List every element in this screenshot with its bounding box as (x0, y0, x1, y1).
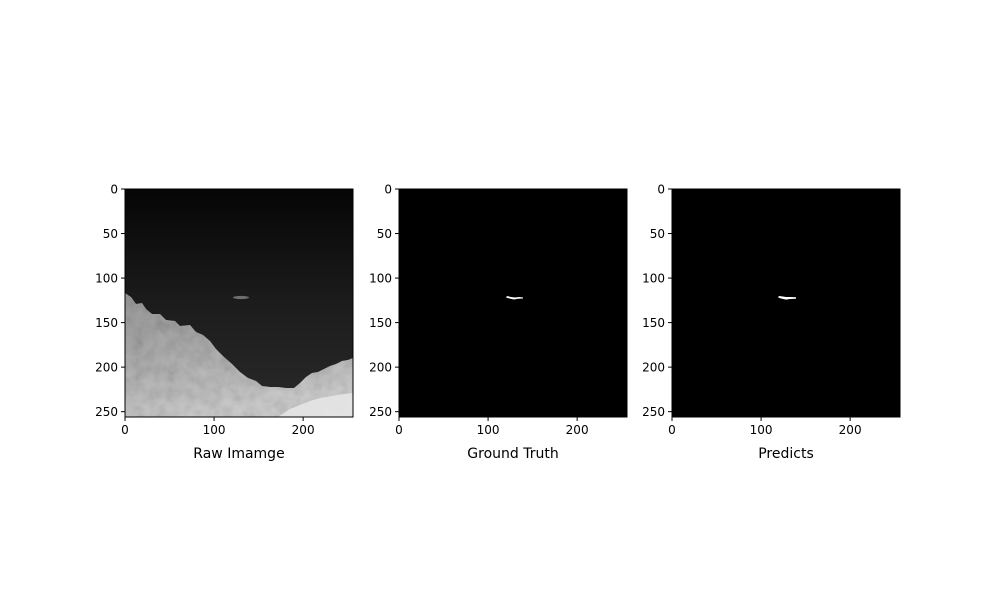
panel-label: Predicts (758, 446, 814, 462)
raw-image-frame (124, 188, 354, 418)
raw-ground-region (125, 293, 353, 417)
panel-label: Raw Imamge (193, 446, 284, 462)
raw-target (233, 295, 249, 300)
y-tick-label: 150 (642, 316, 665, 330)
y-tick-label: 100 (95, 272, 118, 286)
x-tick-label: 200 (292, 423, 315, 437)
predicts-mask (672, 189, 900, 417)
y-tick-label: 0 (110, 183, 118, 197)
panel-raw-image (124, 188, 354, 418)
y-tick-label: 250 (369, 405, 392, 419)
y-tick-label: 150 (369, 316, 392, 330)
raw-bright-patch (278, 393, 353, 417)
raw-image (125, 189, 353, 417)
x-tick-label: 100 (203, 423, 226, 437)
y-tick-label: 50 (650, 227, 665, 241)
x-tick-label: 0 (121, 423, 129, 437)
y-tick-label: 100 (642, 272, 665, 286)
x-tick-label: 0 (395, 423, 403, 437)
y-tick-label: 0 (657, 183, 665, 197)
y-tick-label: 50 (377, 227, 392, 241)
y-tick-label: 150 (95, 316, 118, 330)
predicts-frame (671, 188, 901, 418)
y-tick-label: 0 (384, 183, 392, 197)
x-tick-label: 100 (750, 423, 773, 437)
y-tick-label: 100 (369, 272, 392, 286)
y-tick-label: 250 (642, 405, 665, 419)
panel-ground-truth (398, 188, 628, 418)
predicts-target (778, 296, 796, 300)
ground-truth-mask (399, 189, 627, 417)
panel-predicts (671, 188, 901, 418)
x-tick-label: 100 (477, 423, 500, 437)
y-tick-label: 250 (95, 405, 118, 419)
y-tick-label: 50 (103, 227, 118, 241)
x-tick-label: 200 (566, 423, 589, 437)
y-tick-label: 200 (642, 361, 665, 375)
panel-label: Ground Truth (467, 446, 558, 462)
y-tick-label: 200 (369, 361, 392, 375)
y-tick-label: 200 (95, 361, 118, 375)
ground-truth-target (506, 296, 523, 300)
x-tick-label: 0 (668, 423, 676, 437)
ground-truth-frame (398, 188, 628, 418)
x-tick-label: 200 (839, 423, 862, 437)
